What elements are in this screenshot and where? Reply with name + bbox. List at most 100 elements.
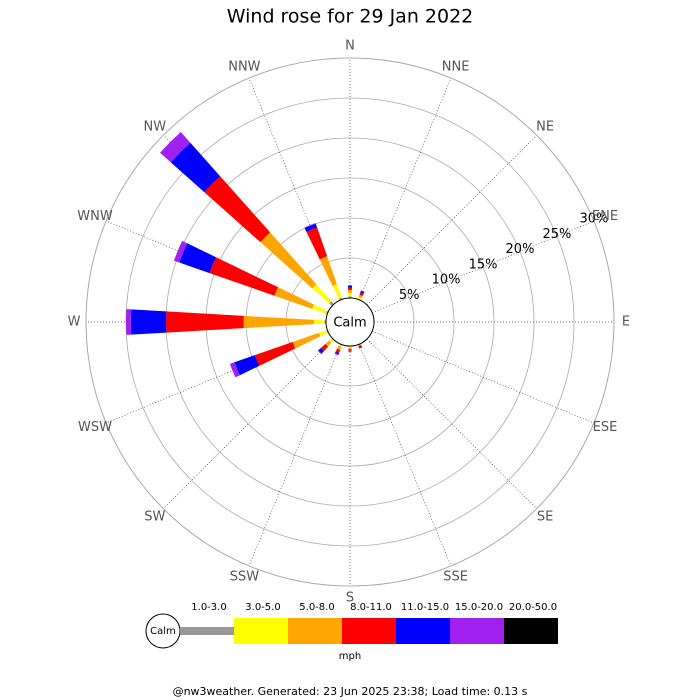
- r-tick-label: 20%: [506, 242, 535, 257]
- wedge: [358, 344, 362, 347]
- wedge: [317, 350, 322, 355]
- wedge: [360, 291, 365, 294]
- calm-circle: [325, 297, 375, 347]
- direction-label: S: [346, 591, 354, 606]
- wedge: [204, 176, 271, 243]
- legend-label: 1.0-3.0: [191, 602, 226, 613]
- direction-label: NW: [144, 119, 167, 134]
- legend-label: 15.0-20.0: [455, 602, 503, 613]
- wedge: [318, 348, 324, 354]
- wedge: [348, 290, 352, 294]
- direction-label: WNW: [77, 209, 113, 224]
- wedge: [360, 290, 365, 293]
- wedge: [358, 345, 362, 348]
- wedge: [347, 286, 353, 288]
- spoke: [163, 338, 334, 509]
- wedge: [179, 243, 217, 274]
- direction-label: NE: [536, 119, 554, 134]
- spoke: [248, 344, 342, 567]
- spoke: [366, 135, 537, 306]
- spoke: [372, 330, 595, 424]
- legend-swatch: [342, 618, 396, 644]
- wedge: [126, 309, 132, 335]
- wedge: [306, 227, 328, 260]
- wedge: [337, 345, 342, 350]
- wedge: [334, 352, 339, 356]
- wedge: [260, 232, 317, 289]
- direction-label: E: [622, 315, 630, 330]
- legend-swatch: [504, 618, 558, 644]
- wedge: [348, 287, 352, 291]
- wedge: [348, 349, 352, 351]
- legend-swatch: [450, 618, 504, 644]
- footer: @nw3weather. Generated: 23 Jun 2025 23:3…: [173, 685, 528, 698]
- legend-label: 8.0-11.0: [350, 602, 392, 613]
- wedge: [348, 293, 352, 297]
- wedge: [320, 343, 329, 352]
- chart-title: Wind rose for 29 Jan 2022: [227, 6, 474, 28]
- legend-swatch: [288, 618, 342, 644]
- direction-label: NNW: [228, 60, 260, 75]
- spoke: [358, 77, 452, 300]
- wedge: [335, 348, 341, 353]
- wedge: [229, 362, 240, 378]
- wedge: [170, 142, 221, 193]
- wedge: [319, 330, 328, 337]
- wedge: [347, 285, 353, 287]
- r-tick-label: 5%: [399, 288, 420, 303]
- wedge: [209, 257, 278, 296]
- wedge: [332, 284, 342, 299]
- wedge: [312, 284, 332, 304]
- legend-calm-label: Calm: [150, 626, 176, 637]
- wedge: [359, 292, 364, 297]
- direction-label: SE: [537, 510, 553, 525]
- direction-label: W: [68, 315, 81, 330]
- spoke: [366, 338, 537, 509]
- r-tick-label: 10%: [432, 273, 461, 288]
- wedge: [254, 341, 296, 366]
- grid-ring: [85, 57, 615, 587]
- direction-label: WSW: [78, 420, 112, 435]
- direction-label: ENE: [592, 209, 618, 224]
- r-tick-label: 30%: [579, 211, 608, 226]
- r-tick-label: 15%: [469, 257, 498, 272]
- legend-swatch: [396, 618, 450, 644]
- wedge: [314, 319, 325, 325]
- calm-label: Calm: [333, 316, 366, 331]
- wedge: [329, 338, 334, 343]
- wedge: [130, 309, 167, 335]
- wedge: [274, 287, 314, 309]
- wedge: [358, 346, 363, 349]
- direction-label: SSW: [230, 569, 260, 584]
- direction-label: SW: [144, 510, 165, 525]
- legend-label: 20.0-50.0: [509, 602, 557, 613]
- wedge: [234, 355, 260, 376]
- direction-label: ESE: [593, 420, 618, 435]
- legend-label: 11.0-15.0: [401, 602, 449, 613]
- wedge: [348, 347, 352, 350]
- wedge: [312, 304, 327, 314]
- r-tick-label: 25%: [542, 227, 571, 242]
- wedge: [304, 223, 316, 229]
- direction-label: N: [345, 39, 355, 54]
- wedge: [292, 332, 321, 349]
- wedge: [166, 311, 244, 333]
- unit-label: mph: [339, 651, 361, 662]
- legend-swatch: [234, 618, 288, 644]
- wedge: [173, 240, 188, 263]
- legend-swatch: [180, 627, 234, 635]
- wedge: [243, 315, 315, 329]
- spoke: [358, 344, 452, 567]
- wedge: [319, 256, 337, 286]
- legend-label: 3.0-5.0: [245, 602, 280, 613]
- wedge: [335, 351, 340, 355]
- wedge: [160, 132, 191, 163]
- wedge: [338, 297, 343, 301]
- legend-label: 5.0-8.0: [299, 602, 334, 613]
- wedge: [304, 223, 318, 232]
- wedge: [325, 310, 329, 315]
- spoke: [372, 220, 595, 314]
- direction-label: SSE: [443, 569, 468, 584]
- wedge: [325, 340, 332, 347]
